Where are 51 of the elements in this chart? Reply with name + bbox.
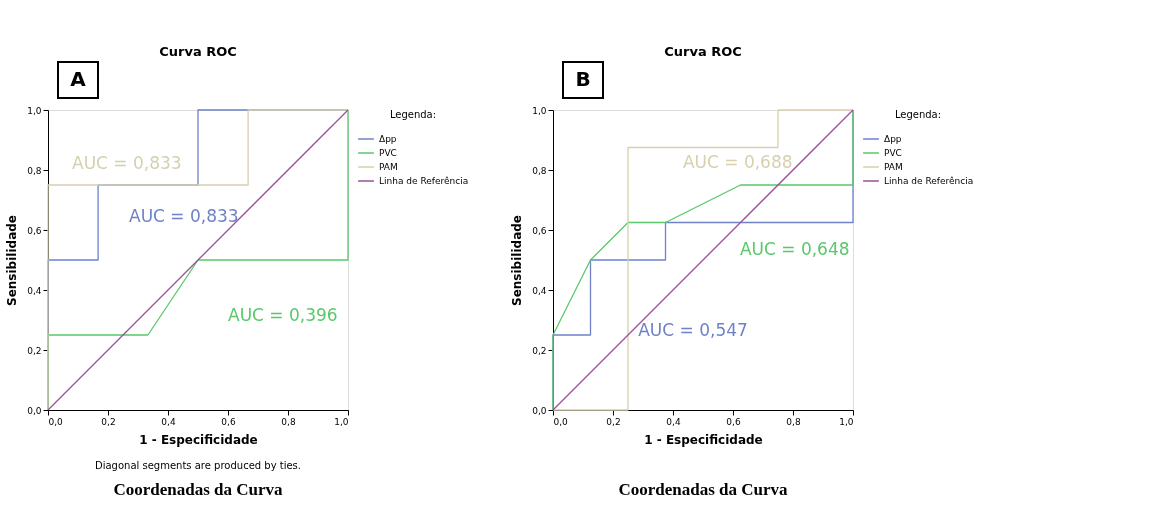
chart-title: Curva ROC xyxy=(664,44,742,59)
y-tick-label: 0,2 xyxy=(27,345,42,356)
y-tick-label: 0,0 xyxy=(532,405,547,416)
x-tick-label: 0,6 xyxy=(726,416,741,427)
annotation: AUC = 0,648 xyxy=(739,238,850,259)
x-tick-label: 0,4 xyxy=(161,416,176,427)
x-tick-label: 0,8 xyxy=(786,416,801,427)
y-tick-label: 1,0 xyxy=(27,105,42,116)
legend-label: Δpp xyxy=(379,134,397,144)
y-tick-label: 0,6 xyxy=(27,225,42,236)
x-tick-label: 0,6 xyxy=(221,416,236,427)
legend-label: PVC xyxy=(379,148,397,158)
x-tick-label: 0,2 xyxy=(101,416,116,427)
y-axis-title: Sensibilidade xyxy=(5,215,20,306)
x-tick-label: 0,4 xyxy=(666,416,681,427)
annotation: AUC = 0,396 xyxy=(228,304,338,325)
y-tick-label: 0,8 xyxy=(27,165,42,176)
legend-label: PAM xyxy=(379,162,398,172)
legend-label: Linha de Referência xyxy=(379,176,469,186)
x-tick-label: 0,0 xyxy=(48,416,64,427)
text: Coordenadas da Curva xyxy=(618,480,789,499)
x-axis-title: 1 - Especificidade xyxy=(644,432,763,447)
legend-title: Legenda: xyxy=(389,109,437,120)
x-axis-title: 1 - Especificidade xyxy=(139,432,258,447)
x-tick-label: 0,0 xyxy=(553,416,569,427)
y-axis-title: Sensibilidade xyxy=(510,215,525,306)
y-tick-label: 0,4 xyxy=(532,285,547,296)
legend-label: PVC xyxy=(884,148,902,158)
legend-label: Δpp xyxy=(884,134,902,144)
x-tick-label: 1,0 xyxy=(839,416,854,427)
text: Diagonal segments are produced by ties. xyxy=(94,460,302,471)
legend-label: PAM xyxy=(884,162,903,172)
annotation: AUC = 0,833 xyxy=(129,205,239,226)
x-tick-label: 0,8 xyxy=(281,416,296,427)
legend-label: Linha de Referência xyxy=(884,176,974,186)
x-tick-label: 0,2 xyxy=(606,416,621,427)
y-tick-label: 0,2 xyxy=(532,345,547,356)
legend-title: Legenda: xyxy=(894,109,942,120)
chart-title: Curva ROC xyxy=(159,44,237,59)
annotation: AUC = 0,547 xyxy=(638,319,748,340)
annotation: AUC = 0,688 xyxy=(682,152,793,173)
text: B xyxy=(575,67,591,91)
y-tick-label: 1,0 xyxy=(532,105,547,116)
y-tick-label: 0,8 xyxy=(532,165,547,176)
annotation: AUC = 0,833 xyxy=(72,153,182,173)
x-tick-label: 1,0 xyxy=(334,416,349,427)
y-tick-label: 0,0 xyxy=(27,405,42,416)
text: A xyxy=(70,67,87,91)
text: Coordenadas da Curva xyxy=(113,480,284,499)
y-tick-label: 0,6 xyxy=(532,225,547,236)
y-tick-label: 0,4 xyxy=(27,285,42,296)
